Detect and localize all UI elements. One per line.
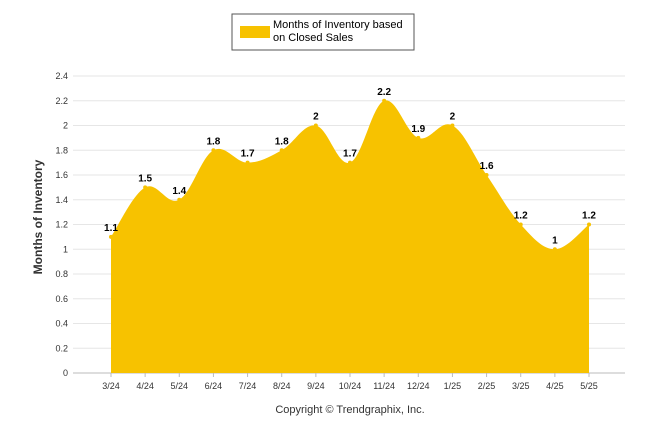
x-tick-label: 10/24: [339, 381, 362, 391]
x-tick-label: 7/24: [239, 381, 257, 391]
data-point: [245, 160, 250, 165]
data-point: [552, 247, 557, 252]
data-point: [109, 234, 113, 239]
x-tick-label: 3/24: [102, 381, 120, 391]
data-point: [587, 222, 591, 227]
y-axis-ticks: 0 0.2 0.4 0.6 0.8 1 1.2 1.4 1.6 1.8 2 2.2 2.4: [55, 71, 68, 378]
x-tick-label: 4/25: [546, 381, 564, 391]
data-point: [313, 123, 318, 128]
data-label: 1.7: [241, 149, 255, 160]
data-label: 1.4: [172, 186, 186, 197]
legend-label-line1: Months of Inventory based: [273, 19, 403, 31]
data-label: 1.6: [480, 161, 494, 172]
data-label: 1.7: [343, 149, 357, 160]
y-axis-label: Months of Inventory: [31, 159, 45, 274]
data-point: [484, 173, 489, 177]
x-axis-ticks: 3/24 4/24 5/24 6/24 7/24 8/24 9/24 10/24 11/24 12…: [102, 373, 598, 391]
x-tick-label: 11/24: [373, 381, 395, 391]
x-tick-label: 1/25: [444, 381, 462, 391]
data-label: 2: [313, 112, 319, 123]
x-tick-label: 6/24: [205, 381, 223, 391]
x-tick-label: 3/25: [512, 381, 530, 391]
y-tick-label: 1.8: [55, 145, 68, 155]
data-label: 1.9: [411, 124, 425, 135]
x-tick-label: 9/24: [307, 381, 325, 391]
data-point: [279, 148, 284, 153]
data-point: [416, 135, 421, 140]
data-label: 2: [450, 112, 456, 123]
data-point: [348, 160, 352, 165]
data-labels: 1.1 1.5 1.4 1.8 1.7 1.8 2 1.7 2.2 1.9 2 1.6 1.2 1 1.2: [104, 87, 596, 247]
data-label: 1.5: [138, 173, 152, 184]
data-point: [518, 222, 523, 227]
data-point: [177, 197, 182, 202]
data-label: 1.2: [582, 211, 596, 222]
data-label: 1.1: [104, 223, 118, 234]
y-tick-label: 0.4: [55, 319, 68, 329]
y-tick-label: 1.6: [55, 170, 68, 180]
x-tick-label: 4/24: [136, 381, 154, 391]
y-tick-label: 2: [63, 121, 68, 131]
y-tick-label: 0.6: [55, 294, 68, 304]
legend-label-line2: on Closed Sales: [273, 32, 354, 44]
data-point: [143, 185, 148, 190]
copyright-credit: Copyright © Trendgraphix, Inc.: [275, 404, 424, 416]
y-tick-label: 0.8: [55, 269, 68, 279]
y-tick-label: 1: [63, 244, 68, 254]
x-tick-label: 5/24: [171, 381, 189, 391]
data-point: [382, 98, 387, 103]
y-tick-label: 2.2: [55, 96, 68, 106]
area-series: [111, 100, 589, 373]
x-tick-label: 8/24: [273, 381, 291, 391]
x-tick-label: 5/25: [580, 381, 598, 391]
y-tick-label: 2.4: [55, 71, 68, 81]
data-label: 2.2: [377, 87, 391, 98]
y-tick-label: 1.4: [55, 195, 68, 205]
x-tick-label: 12/24: [407, 381, 430, 391]
data-label: 1.8: [206, 136, 220, 147]
data-point: [211, 148, 216, 153]
data-label: 1.2: [514, 211, 528, 222]
plot-area: [109, 98, 591, 373]
y-tick-label: 0.2: [55, 343, 68, 353]
data-label: 1.8: [275, 136, 289, 147]
legend: Months of Inventory based on Closed Sale…: [231, 13, 415, 51]
legend-swatch: [240, 26, 270, 38]
data-label: 1: [552, 235, 558, 246]
y-tick-label: 1.2: [55, 220, 68, 230]
x-tick-label: 2/25: [478, 381, 496, 391]
data-point: [450, 123, 455, 128]
y-tick-label: 0: [63, 368, 68, 378]
